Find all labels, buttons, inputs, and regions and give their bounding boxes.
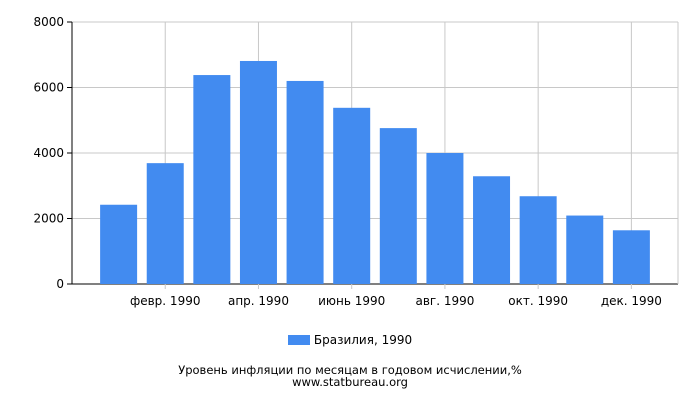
bar [146, 163, 184, 284]
bar [193, 75, 231, 285]
caption-title: Уровень инфляции по месяцам в годовом ис… [178, 363, 522, 377]
legend-label: Бразилия, 1990 [313, 333, 413, 347]
inflation-bar-chart: 0 2000 4000 6000 8000 февр. 1990 апр. 1990 июнь… [33, 15, 679, 308]
x-tick-label: февр. 1990 [130, 294, 201, 308]
x-tick-label: дек. 1990 [601, 294, 662, 308]
x-tick-label: авг. 1990 [415, 294, 474, 308]
bar [426, 153, 464, 284]
legend-swatch [287, 334, 310, 345]
legend: Бразилия, 1990 [0, 333, 700, 347]
y-tick-label: 4000 [33, 146, 64, 160]
bar [519, 196, 557, 284]
x-tick-label: окт. 1990 [508, 294, 568, 308]
x-tick-label: июнь 1990 [318, 294, 385, 308]
caption-source: www.statbureau.org [292, 375, 408, 389]
bar [566, 215, 604, 284]
bar [379, 128, 417, 284]
bar [333, 107, 371, 285]
bar [473, 176, 511, 284]
bar [286, 80, 324, 284]
y-tick-label: 6000 [33, 81, 64, 95]
chart-caption: Уровень инфляции по месяцам в годовом ис… [0, 364, 700, 388]
y-tick-label: 0 [56, 277, 64, 291]
bar [239, 60, 277, 284]
bar [612, 230, 650, 284]
y-tick-label: 8000 [33, 15, 64, 29]
bar [100, 204, 138, 284]
x-tick-label: апр. 1990 [228, 294, 289, 308]
y-tick-label: 2000 [33, 212, 64, 226]
